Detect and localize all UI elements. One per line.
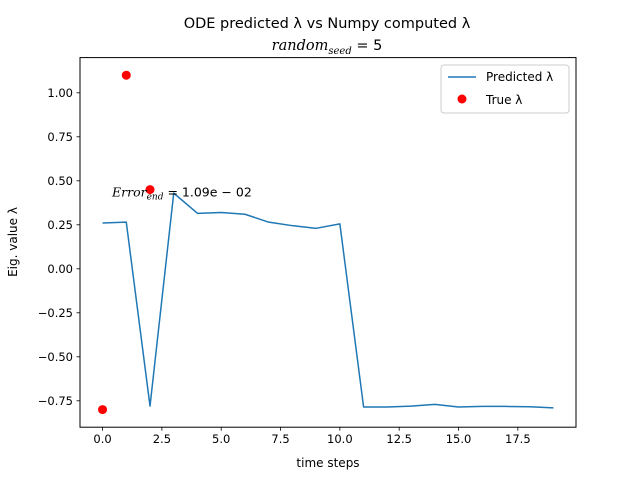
legend-swatch-true bbox=[457, 94, 467, 104]
x-tick-label: 0.0 bbox=[93, 432, 111, 446]
x-axis-label: time steps bbox=[296, 456, 359, 470]
x-tick-label: 17.5 bbox=[505, 432, 531, 446]
plot-area bbox=[79, 57, 577, 428]
y-tick-label: 0.50 bbox=[47, 174, 73, 188]
y-tick-label: 0.75 bbox=[47, 130, 73, 144]
legend-label-predicted: Predicted λ bbox=[486, 70, 553, 84]
annotation-suffix: = 1.09e − 02 bbox=[164, 185, 252, 200]
chart-title: ODE predicted λ vs Numpy computed λ bbox=[184, 16, 471, 32]
x-tick-label: 2.5 bbox=[153, 432, 171, 446]
y-tick-label: 0.25 bbox=[47, 218, 73, 232]
annotation-main: Error bbox=[111, 185, 148, 200]
y-tick-label: 1.00 bbox=[47, 86, 73, 100]
x-tick-label: 10.0 bbox=[327, 432, 353, 446]
true-point bbox=[121, 70, 131, 80]
subtitle-main: random bbox=[272, 38, 329, 54]
x-axis-ticks: 0.0 2.5 5.0 7.5 10.0 12.5 15.0 17.5 bbox=[93, 427, 531, 446]
predicted-line bbox=[102, 192, 554, 409]
chart-subtitle: randomseed = 5 bbox=[272, 38, 383, 57]
true-point bbox=[98, 405, 108, 415]
x-tick-label: 5.0 bbox=[212, 432, 230, 446]
y-tick-label: −0.75 bbox=[38, 394, 73, 408]
error-annotation: Errorend = 1.09e − 02 bbox=[111, 185, 252, 203]
y-axis-label: Eig. value λ bbox=[6, 207, 20, 277]
y-tick-label: −0.25 bbox=[38, 306, 73, 320]
series-layer bbox=[98, 70, 554, 415]
y-tick-label: −0.50 bbox=[38, 350, 73, 364]
x-tick-label: 15.0 bbox=[446, 432, 472, 446]
x-tick-label: 7.5 bbox=[271, 432, 289, 446]
legend: Predicted λ True λ bbox=[440, 64, 570, 114]
annotation-subscript: end bbox=[147, 193, 164, 203]
subtitle-suffix: = 5 bbox=[352, 38, 383, 54]
y-axis-ticks: −0.75 −0.50 −0.25 0.00 0.25 0.50 0.75 1.00 bbox=[38, 86, 80, 408]
subtitle-subscript: seed bbox=[328, 46, 351, 57]
y-tick-label: 0.00 bbox=[47, 262, 73, 276]
true-point bbox=[145, 185, 155, 195]
x-tick-label: 12.5 bbox=[386, 432, 412, 446]
legend-label-true: True λ bbox=[485, 93, 522, 107]
